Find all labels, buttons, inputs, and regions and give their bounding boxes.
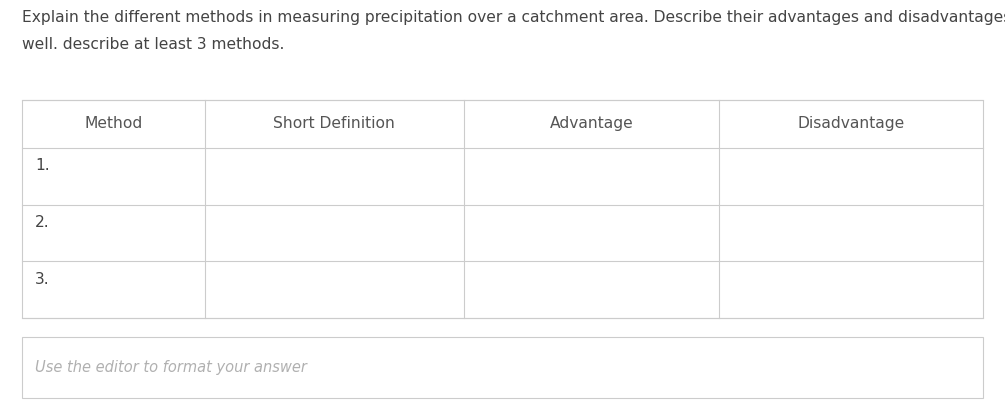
Text: Short Definition: Short Definition bbox=[273, 116, 395, 131]
Text: 2.: 2. bbox=[35, 215, 50, 230]
Text: Advantage: Advantage bbox=[550, 116, 633, 131]
Text: Explain the different methods in measuring precipitation over a catchment area. : Explain the different methods in measuri… bbox=[22, 10, 1005, 25]
Text: Method: Method bbox=[84, 116, 143, 131]
Text: 1.: 1. bbox=[35, 158, 50, 173]
Text: Disadvantage: Disadvantage bbox=[797, 116, 904, 131]
Bar bbox=[22, 100, 983, 318]
Text: 3.: 3. bbox=[35, 272, 50, 287]
Bar bbox=[22, 337, 983, 398]
Text: well. describe at least 3 methods.: well. describe at least 3 methods. bbox=[22, 37, 284, 52]
Text: Use the editor to format your answer: Use the editor to format your answer bbox=[35, 360, 308, 375]
